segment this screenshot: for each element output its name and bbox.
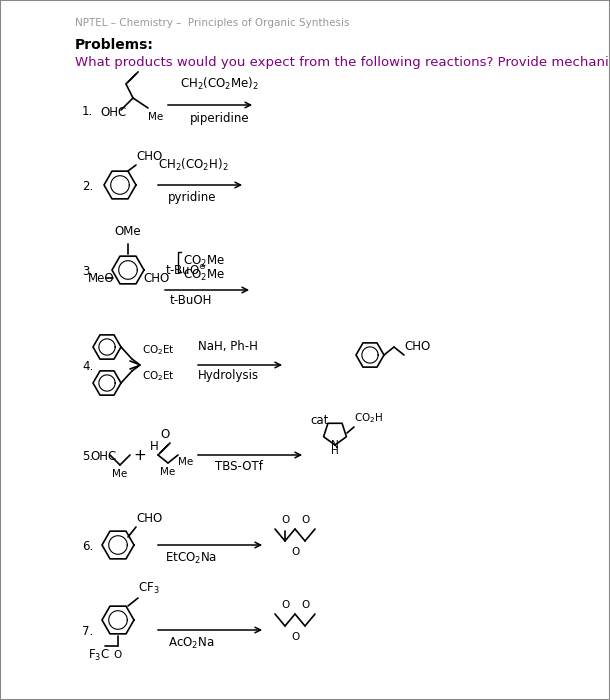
- Text: $\mathregular{CO_2Me}$: $\mathregular{CO_2Me}$: [183, 254, 225, 269]
- Text: +: +: [134, 447, 146, 463]
- Text: CHO: CHO: [404, 340, 430, 353]
- Text: MeO: MeO: [88, 272, 115, 284]
- Text: O: O: [301, 600, 309, 610]
- Text: H: H: [150, 440, 159, 453]
- Text: OMe: OMe: [115, 225, 142, 238]
- Text: 7.: 7.: [82, 625, 93, 638]
- Text: $\mathregular{CF_3}$: $\mathregular{CF_3}$: [138, 581, 160, 596]
- Text: Me: Me: [160, 467, 176, 477]
- Text: OHC: OHC: [100, 106, 126, 118]
- Text: O: O: [301, 515, 309, 525]
- Text: O: O: [291, 632, 299, 642]
- Text: N: N: [331, 440, 339, 450]
- Text: 4.: 4.: [82, 360, 93, 373]
- Text: $\mathregular{CO_2Et}$: $\mathregular{CO_2Et}$: [142, 369, 175, 383]
- Text: $\mathregular{CO_2Me}$: $\mathregular{CO_2Me}$: [183, 268, 225, 283]
- Text: t-BuO$^{\ominus}$: t-BuO$^{\ominus}$: [165, 263, 207, 278]
- Text: $\mathregular{CO_2Et}$: $\mathregular{CO_2Et}$: [142, 343, 175, 357]
- Text: O: O: [281, 600, 289, 610]
- Text: Me: Me: [178, 457, 193, 467]
- Text: t-BuOH: t-BuOH: [170, 294, 212, 307]
- Text: CHO: CHO: [136, 512, 162, 525]
- Text: $\mathregular{EtCO_2Na}$: $\mathregular{EtCO_2Na}$: [165, 551, 217, 566]
- Text: Me: Me: [148, 112, 163, 122]
- Text: OHC: OHC: [90, 451, 117, 463]
- Text: $\mathregular{AcO_2Na}$: $\mathregular{AcO_2Na}$: [168, 636, 215, 651]
- Text: O: O: [281, 515, 289, 525]
- Text: CHO: CHO: [136, 150, 162, 163]
- Text: cat.: cat.: [310, 414, 332, 427]
- Text: Hydrolysis: Hydrolysis: [198, 369, 259, 382]
- Text: 6.: 6.: [82, 540, 93, 553]
- Text: NaH, Ph-H: NaH, Ph-H: [198, 340, 258, 353]
- Text: 1.: 1.: [82, 105, 93, 118]
- Text: piperidine: piperidine: [190, 112, 249, 125]
- Text: O: O: [291, 547, 299, 557]
- Text: NPTEL – Chemistry –  Principles of Organic Synthesis: NPTEL – Chemistry – Principles of Organi…: [75, 18, 350, 28]
- Text: $\mathregular{CH_2(CO_2H)_2}$: $\mathregular{CH_2(CO_2H)_2}$: [158, 157, 229, 173]
- Text: H: H: [331, 446, 339, 456]
- Text: TBS-OTf: TBS-OTf: [215, 460, 263, 473]
- Text: 2.: 2.: [82, 180, 93, 193]
- Text: Problems:: Problems:: [75, 38, 154, 52]
- Text: CHO: CHO: [143, 272, 169, 284]
- Text: $\mathregular{F_3C}$: $\mathregular{F_3C}$: [88, 648, 110, 663]
- Text: O: O: [114, 650, 122, 660]
- Text: pyridine: pyridine: [168, 191, 217, 204]
- Text: $\mathregular{CO_2H}$: $\mathregular{CO_2H}$: [354, 411, 383, 425]
- Text: O: O: [160, 428, 170, 441]
- Text: 5.: 5.: [82, 450, 93, 463]
- Text: $\mathregular{CH_2(CO_2Me)_2}$: $\mathregular{CH_2(CO_2Me)_2}$: [180, 76, 259, 92]
- Text: Me: Me: [112, 469, 127, 479]
- Text: 3.: 3.: [82, 265, 93, 278]
- Text: What products would you expect from the following reactions? Provide mechanism.: What products would you expect from the …: [75, 56, 610, 69]
